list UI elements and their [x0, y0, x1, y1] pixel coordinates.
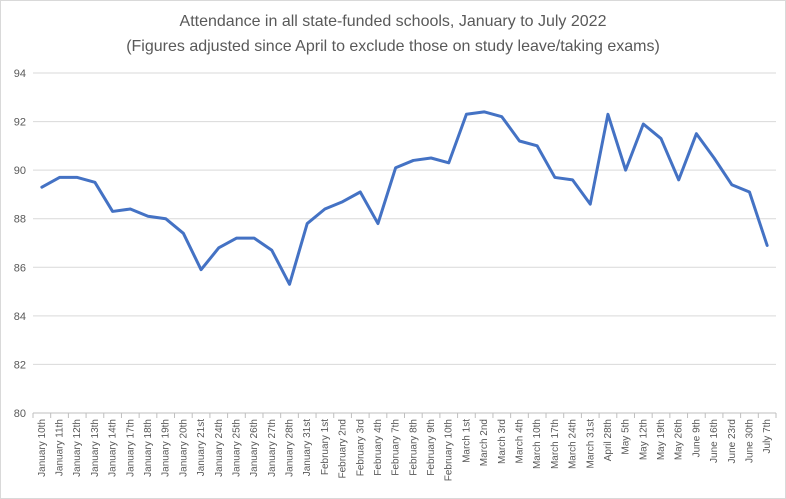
x-tick-label: February 2nd	[338, 419, 349, 478]
y-tick-label: 92	[14, 117, 26, 129]
x-tick-label: April 28th	[603, 419, 614, 461]
x-tick-label: June 23rd	[727, 419, 738, 463]
x-tick-label: January 27th	[267, 419, 278, 477]
x-tick-label: February 4th	[373, 419, 384, 476]
x-tick-label: January 19th	[161, 419, 172, 477]
y-tick-label: 84	[14, 311, 26, 323]
series-line	[40, 110, 769, 286]
x-tick-label: January 31st	[302, 419, 313, 476]
y-tick-label: 82	[14, 359, 26, 371]
x-tick-label: May 19th	[656, 419, 667, 460]
x-tick-label: January 21st	[196, 419, 207, 476]
y-tick-label: 80	[14, 408, 26, 420]
x-tick-label: January 14th	[108, 419, 119, 477]
x-tick-label: January 17th	[125, 419, 136, 477]
x-tick-label: January 13th	[90, 419, 101, 477]
x-tick-label: March 2nd	[479, 419, 490, 466]
x-tick-label: February 7th	[391, 419, 402, 476]
x-tick-label: January 25th	[231, 419, 242, 477]
x-tick-label: June 9th	[691, 419, 702, 457]
x-tick-label: March 24th	[568, 419, 579, 469]
x-tick-label: May 12th	[638, 419, 649, 460]
x-tick-label: January 24th	[214, 419, 225, 477]
y-tick-label: 94	[14, 68, 26, 80]
x-tick-label: May 26th	[674, 419, 685, 460]
x-tick-label: January 11th	[55, 419, 66, 476]
x-tick-label: February 1st	[320, 419, 331, 475]
x-tick-label: February 10th	[444, 419, 455, 481]
x-tick-label: January 18th	[143, 419, 154, 477]
y-tick-label: 90	[14, 165, 26, 177]
x-tick-label: February 3rd	[355, 419, 366, 476]
x-tick-label: March 10th	[532, 419, 543, 469]
x-tick-label: January 26th	[249, 419, 260, 477]
x-tick-label: March 3rd	[497, 419, 508, 464]
chart-title: Attendance in all state-funded schools, …	[179, 13, 607, 30]
x-tick-label: June 30th	[744, 419, 755, 463]
x-tick-label: March 1st	[461, 419, 472, 463]
x-tick-label: March 4th	[514, 419, 525, 463]
x-tick-label: June 16th	[709, 419, 720, 463]
chart-subtitle: (Figures adjusted since April to exclude…	[126, 38, 660, 55]
x-tick-label: January 20th	[178, 419, 189, 477]
x-tick-label: March 17th	[550, 419, 561, 469]
x-tick-label: January 12th	[72, 419, 83, 477]
y-tick-label: 88	[14, 214, 26, 226]
x-tick-label: March 31st	[585, 419, 596, 469]
x-tick-label: January 28th	[285, 419, 296, 477]
x-tick-label: May 5th	[621, 419, 632, 455]
x-tick-label: January 10th	[37, 419, 48, 477]
x-tick-label: July 7th	[762, 419, 773, 453]
x-tick-label: February 9th	[426, 419, 437, 476]
y-tick-label: 86	[14, 262, 26, 274]
x-tick-label: February 8th	[408, 419, 419, 476]
